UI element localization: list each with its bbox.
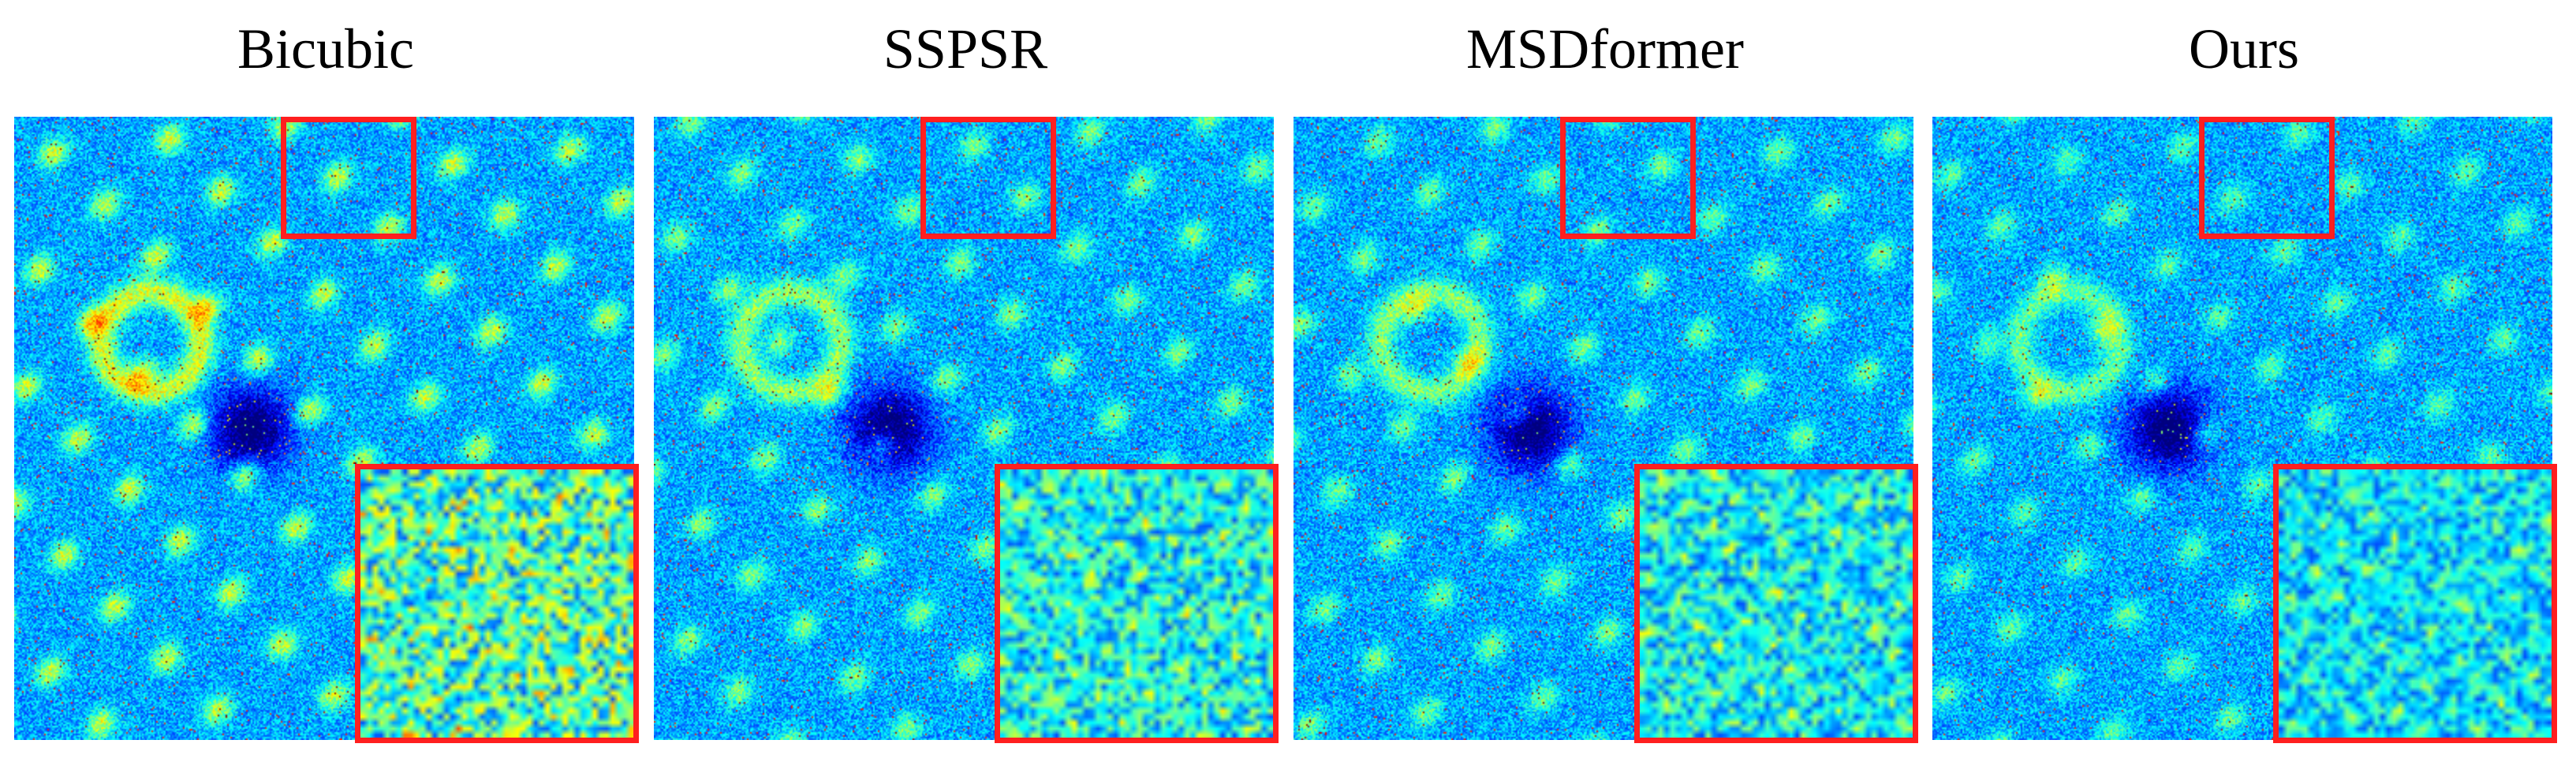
panel-msdformer: MSDformer [1294,0,1918,766]
zoomed-inset-canvas [1000,469,1273,738]
zoom-region-marker [1560,117,1696,239]
error-map [654,117,1279,743]
zoomed-inset [355,464,639,743]
panel-title: MSDformer [1466,17,1744,80]
error-map [1294,117,1918,743]
zoomed-inset-canvas [360,469,633,738]
zoomed-inset-canvas [2279,469,2552,738]
zoom-region-marker [281,117,416,239]
error-map [14,117,639,743]
zoomed-inset [995,464,1279,743]
zoom-region-marker [920,117,1056,239]
panel-bicubic: Bicubic [14,0,639,766]
zoom-region-marker [2199,117,2335,239]
zoomed-inset [2273,464,2557,743]
zoomed-inset [1634,464,1918,743]
panel-title: Bicubic [237,17,414,80]
panel-sspsr: SSPSR [654,0,1279,766]
error-map [1932,117,2557,743]
zoomed-inset-canvas [1640,469,1913,738]
panel-title: Ours [2189,17,2299,80]
panel-title: SSPSR [883,17,1048,80]
panel-ours: Ours [1932,0,2557,766]
